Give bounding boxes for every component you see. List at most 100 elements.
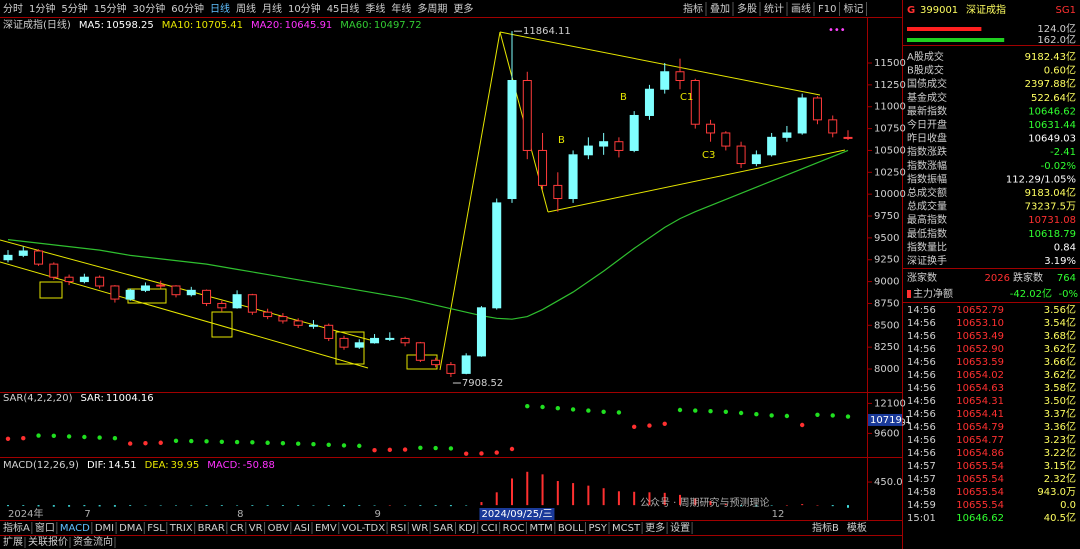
extension-tab[interactable]: 扩展 [3, 535, 23, 548]
extension-tab[interactable]: 资金流向 [73, 535, 113, 548]
indicator-tab[interactable]: MACD [60, 523, 90, 534]
indicator-tab[interactable]: MTM [529, 523, 552, 534]
peak-label: 11864.11 [523, 26, 571, 37]
period-button[interactable]: 10分钟 [288, 2, 321, 15]
indicator-tab[interactable]: 设置 [670, 522, 690, 534]
period-button[interactable]: 多周期 [417, 2, 447, 15]
panel-title: SAR(4,2,2,20) [3, 393, 73, 404]
tick-price: 10646.62 [956, 513, 1004, 524]
indicator-tab[interactable]: KDJ [458, 523, 475, 534]
indicator-tab[interactable]: FSL [147, 523, 165, 534]
indicator-tab[interactable]: RSI [390, 523, 406, 534]
indicator-tab[interactable]: CCI [481, 523, 498, 534]
indicator-tab[interactable]: 更多 [645, 521, 665, 534]
y-tick-label: 10750 [874, 124, 906, 135]
sar-dot [82, 434, 87, 440]
quote-label: A股成交 [907, 50, 944, 63]
macd-bar [740, 505, 743, 507]
indicator-tab[interactable]: 窗口 [35, 521, 55, 534]
candle-body [156, 284, 166, 287]
indicator-tab[interactable]: TRIX [169, 523, 193, 534]
indicator-tab[interactable]: MCST [612, 523, 641, 534]
legend-name: DIF: [87, 460, 106, 471]
period-button[interactable]: 季线 [365, 2, 385, 15]
period-button[interactable]: 60分钟 [171, 2, 204, 15]
trend-line [547, 149, 846, 213]
trend-line [0, 261, 369, 369]
period-button[interactable]: 月线 [262, 2, 282, 15]
macd-bar [68, 505, 71, 507]
indicator-tab[interactable]: CR [230, 523, 244, 534]
tick-amount: 3.54亿 [1044, 316, 1076, 329]
quote-value: 3.19% [1044, 256, 1076, 267]
indicator-tab[interactable]: WR [411, 523, 428, 534]
tool-button[interactable]: 标记 [843, 3, 863, 15]
indicator-tab[interactable]: VOL-TDX [342, 523, 385, 534]
tool-button[interactable]: 叠加 [710, 3, 730, 15]
quote-value: 10646.62 [1028, 106, 1076, 117]
indicator-tab[interactable]: 指标A [3, 521, 30, 534]
candle-body [278, 316, 288, 322]
indicator-tab[interactable]: 模板 [847, 521, 867, 534]
period-button[interactable]: 日线 [210, 2, 230, 15]
macd-bar [144, 505, 147, 506]
y-tick-label: 9000 [874, 277, 899, 288]
sar-dot [784, 413, 790, 419]
period-button[interactable]: 更多 [453, 2, 473, 15]
macd-bar [83, 505, 86, 507]
indicator-tab[interactable]: DMA [119, 523, 142, 534]
indicator-tab[interactable]: SAR [433, 523, 453, 534]
sar-dot [647, 423, 652, 428]
y-tick-label: 8750 [874, 298, 899, 309]
indicator-tab[interactable]: BOLL [558, 523, 584, 534]
sar-dot [5, 436, 11, 441]
breadth-up: 2026 [985, 273, 1010, 284]
period-button[interactable]: 30分钟 [132, 2, 165, 15]
tool-button[interactable]: 多股 [737, 2, 757, 15]
tick-amount: 3.62亿 [1044, 368, 1076, 381]
indicator-tab[interactable]: OBV [268, 523, 289, 534]
indicator-tab[interactable]: PSY [589, 523, 608, 534]
macd-bar [52, 505, 55, 507]
period-button[interactable]: 1分钟 [29, 2, 55, 15]
sar-dot [66, 434, 72, 439]
indicator-tab[interactable]: DMI [95, 523, 114, 534]
tick-price: 10655.54 [956, 461, 1004, 472]
period-button[interactable]: 年线 [391, 2, 411, 15]
macd-bar [724, 503, 727, 506]
tick-amount: 3.36亿 [1044, 420, 1076, 433]
tick-amount: 40.5亿 [1044, 511, 1076, 524]
period-button[interactable]: 周线 [236, 2, 256, 15]
trend-lines [0, 31, 846, 371]
tool-button[interactable]: 统计 [764, 2, 784, 15]
sar-dot [36, 433, 41, 438]
candle-body [415, 342, 425, 361]
period-button[interactable]: 5分钟 [61, 2, 87, 15]
sar-dot [815, 412, 820, 417]
indicator-tab[interactable]: EMV [315, 523, 337, 534]
flow-pct: -0% [1059, 289, 1078, 300]
y-tick-label: 8000 [874, 364, 899, 375]
indicator-tab[interactable]: ROC [503, 523, 525, 534]
indicator-tab[interactable]: VR [249, 523, 263, 534]
candle-body [507, 80, 517, 200]
macd-bar [190, 505, 193, 506]
period-button[interactable]: 45日线 [327, 2, 360, 15]
indicator-tab[interactable]: BRAR [198, 523, 225, 534]
indicator-tab[interactable]: 指标B [812, 521, 839, 534]
candle-body [736, 145, 746, 165]
tool-button[interactable]: F10 [818, 4, 836, 15]
period-button[interactable]: 15分钟 [94, 2, 127, 15]
period-button[interactable]: 分时 [3, 3, 23, 15]
candle-body [339, 337, 349, 348]
tool-button[interactable]: 画线 [791, 2, 811, 15]
tool-button[interactable]: 指标 [683, 2, 703, 15]
pattern-label: C1 [680, 92, 693, 103]
candle-body [247, 294, 257, 313]
quote-label: 指数振幅 [907, 172, 947, 185]
indicator-tab[interactable]: ASI [294, 523, 310, 534]
extension-tab[interactable]: 关联报价 [28, 535, 68, 548]
ma60-line [7, 149, 849, 320]
